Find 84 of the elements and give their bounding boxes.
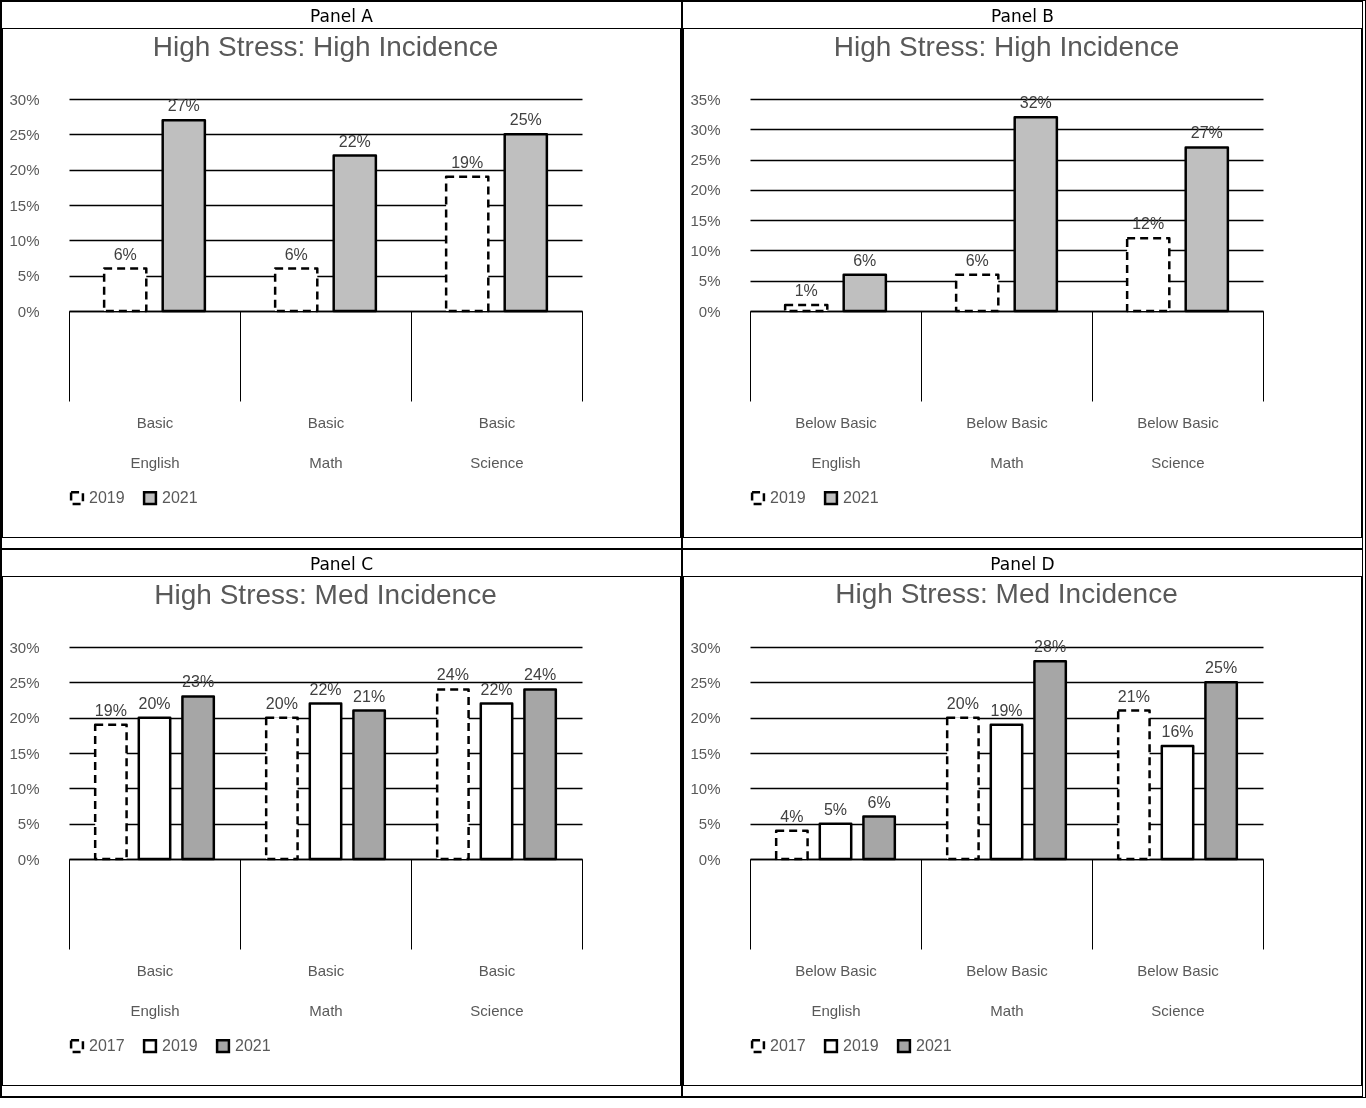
y-tick-label: 30% [690, 638, 721, 656]
y-tick-label: 35% [690, 90, 721, 108]
text: Panel B [991, 6, 1054, 26]
category-label: Below Basic Math [966, 413, 1048, 471]
category-label: Below Basic English [795, 961, 877, 1019]
legend-label: 2019 [770, 489, 806, 507]
legend-label: 2017 [89, 1037, 125, 1055]
category-label: Basic English [130, 961, 180, 1019]
data-label: 27% [167, 97, 200, 115]
data-label: 19% [94, 701, 127, 719]
legend-label: 2021 [916, 1037, 952, 1055]
y-tick-label: 5% [698, 272, 721, 290]
y-tick-label: 25% [690, 151, 721, 169]
category-label: Basic Science [470, 413, 524, 471]
text: Panel C [309, 554, 374, 574]
data-label: 21% [353, 687, 386, 705]
chart-title: High Stress: Med Incidence [154, 579, 497, 610]
chart-title: High Stress: High Incidence [833, 31, 1180, 62]
y-tick-label: 5% [698, 815, 721, 833]
y-tick-label: 10% [690, 779, 721, 797]
text: Panel D [990, 554, 1055, 574]
y-tick-label: 20% [9, 161, 40, 179]
y-tick-label: 20% [9, 709, 40, 727]
data-label: 22% [338, 132, 371, 150]
y-tick-label: 20% [690, 709, 721, 727]
y-tick-label: 0% [17, 302, 40, 320]
y-tick-label: 10% [690, 241, 721, 259]
y-tick-label: 25% [9, 125, 40, 143]
y-tick-label: 0% [698, 850, 721, 868]
chart-title: High Stress: Med Incidence [835, 578, 1178, 610]
text: Panel A [310, 6, 373, 26]
data-label: 24% [436, 666, 469, 684]
y-tick-label: 30% [9, 638, 40, 656]
y-tick-label: 20% [690, 181, 721, 199]
data-label: 21% [1117, 687, 1150, 705]
y-tick-label: 10% [9, 779, 40, 797]
data-label: 5% [823, 800, 848, 818]
y-tick-label: 15% [690, 744, 721, 762]
data-label: 1% [794, 281, 818, 299]
category-label: Basic Math [307, 961, 345, 1019]
category-label: Below Basic English [795, 413, 877, 471]
data-label: 22% [480, 680, 513, 698]
category-label: Basic Math [307, 413, 345, 471]
data-label: 20% [138, 694, 171, 712]
legend-label: 2021 [843, 489, 879, 507]
legend-label: 2019 [89, 489, 125, 507]
category-label: Below Basic Math [966, 961, 1048, 1019]
legend-label: 2021 [235, 1037, 271, 1055]
data-label: 25% [1205, 659, 1238, 677]
category-label: Basic English [130, 413, 180, 471]
legend-label: 2019 [162, 1037, 198, 1055]
data-label: 6% [284, 245, 308, 263]
data-label: 4% [780, 807, 804, 825]
data-label: 25% [509, 111, 542, 129]
y-tick-label: 15% [9, 744, 40, 762]
y-tick-label: 30% [9, 90, 40, 108]
data-label: 6% [113, 245, 137, 263]
y-tick-label: 25% [9, 673, 40, 691]
data-label: 16% [1161, 722, 1194, 740]
data-label: 6% [853, 251, 877, 269]
legend-label: 2017 [770, 1037, 806, 1055]
y-tick-label: 0% [17, 850, 40, 868]
y-tick-label: 15% [9, 196, 40, 214]
category-label: Basic Science [470, 961, 524, 1019]
y-tick-label: 30% [690, 120, 721, 138]
y-tick-label: 5% [17, 815, 40, 833]
category-label: Below Basic Science [1137, 961, 1219, 1019]
legend-label: 2021 [162, 489, 198, 507]
data-label: 19% [990, 701, 1023, 719]
data-label: 20% [946, 694, 979, 712]
data-label: 20% [265, 694, 298, 712]
legend-label: 2019 [843, 1037, 879, 1055]
y-tick-label: 10% [9, 231, 40, 249]
data-label: 22% [309, 680, 342, 698]
data-label: 6% [965, 251, 989, 269]
y-tick-label: 25% [690, 673, 721, 691]
category-label: Below Basic Science [1137, 413, 1219, 471]
y-tick-label: 0% [698, 302, 721, 320]
y-tick-label: 15% [690, 211, 721, 229]
chart-title: High Stress: High Incidence [152, 31, 499, 62]
y-tick-label: 5% [17, 267, 40, 285]
data-label: 6% [867, 793, 891, 811]
data-label: 24% [524, 666, 557, 684]
data-label: 19% [451, 153, 484, 171]
